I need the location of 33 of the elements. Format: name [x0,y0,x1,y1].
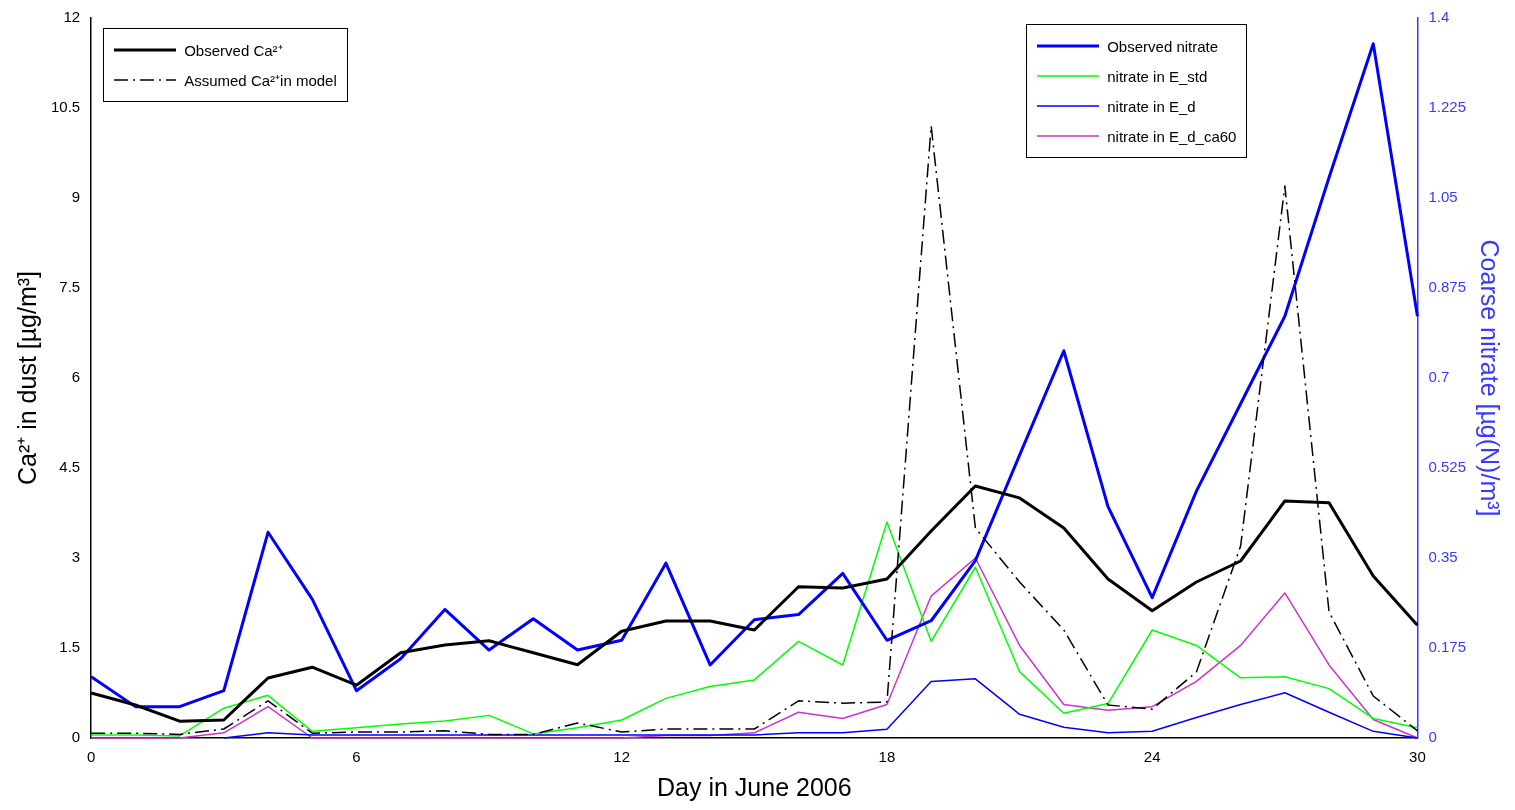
x-tick-label: 6 [352,748,361,766]
y2-tick-label: 0.7 [1428,368,1450,386]
x-axis-title: Day in June 2006 [657,772,852,801]
legend-label: nitrate in E_d_ca60 [1107,127,1237,145]
legend-label: nitrate in E_std [1107,67,1208,85]
x-tick-label: 24 [1143,748,1161,766]
x-tick-label: 12 [613,748,631,766]
y-tick-label: 6 [71,368,81,386]
y-tick-label: 10.5 [50,98,81,116]
legend-label: Observed nitrate [1107,37,1219,55]
y-tick-label: 9 [71,188,81,206]
y2-tick-label: 1.05 [1428,188,1458,206]
legend-label: nitrate in E_d [1107,97,1196,115]
legend-label: Assumed Ca²⁺in model [184,71,337,90]
x-tick-label: 30 [1409,748,1426,766]
x-tick-label: 18 [878,748,896,766]
y2-tick-label: 1.225 [1428,98,1467,116]
y2-tick-label: 0.525 [1428,458,1467,476]
y-tick-label: 3 [71,548,81,566]
y2-axis-title: Coarse nitrate [µg(N)/m³] [1476,239,1505,517]
y-tick-label: 0 [71,728,81,746]
y2-tick-label: 0.35 [1428,548,1458,566]
y2-tick-label: 0.175 [1428,638,1467,656]
y-axis-title: Ca²⁺ in dust [µg/m³] [12,270,41,486]
y-tick-label: 1.5 [59,638,81,656]
legend-label: Observed Ca²⁺ [184,41,283,60]
y2-tick-label: 1.4 [1428,8,1450,26]
y2-tick-label: 0.875 [1428,278,1467,296]
x-tick-label: 0 [87,748,96,766]
y-tick-label: 12 [63,8,81,26]
y-tick-label: 4.5 [59,458,81,476]
y-tick-label: 7.5 [59,278,81,296]
y2-tick-label: 0 [1428,728,1437,746]
